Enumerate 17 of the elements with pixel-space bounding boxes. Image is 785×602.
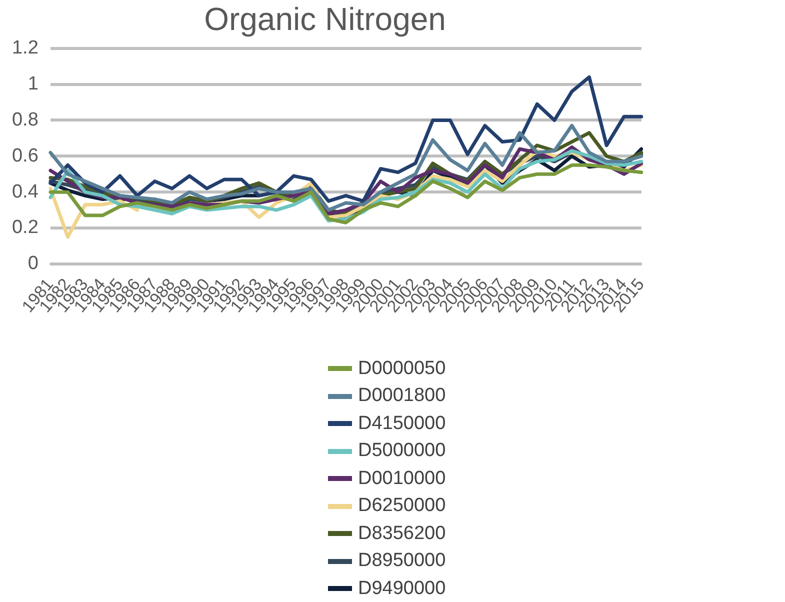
- y-tick-label: 0.8: [12, 109, 38, 130]
- y-tick-label: 0: [28, 253, 38, 274]
- legend-label: D0001800: [358, 385, 446, 408]
- legend-label: D6250000: [358, 495, 446, 518]
- legend-label: D5000000: [358, 440, 446, 462]
- legend-label: D0010000: [358, 468, 446, 490]
- y-tick-label: 0.6: [12, 145, 38, 166]
- y-tick-label: 1.2: [12, 38, 38, 59]
- legend-label: D8950000: [358, 550, 446, 572]
- legend-label: D8356200: [358, 522, 446, 545]
- chart-title: Organic Nitrogen: [204, 1, 446, 38]
- y-tick-label: 1: [28, 74, 38, 95]
- y-tick-label: 0.2: [12, 217, 38, 238]
- legend-label: D0000050: [358, 358, 446, 380]
- legend-label: D4150000: [358, 412, 446, 435]
- y-tick-label: 0.4: [12, 181, 39, 202]
- legend-label: D9490000: [358, 578, 446, 600]
